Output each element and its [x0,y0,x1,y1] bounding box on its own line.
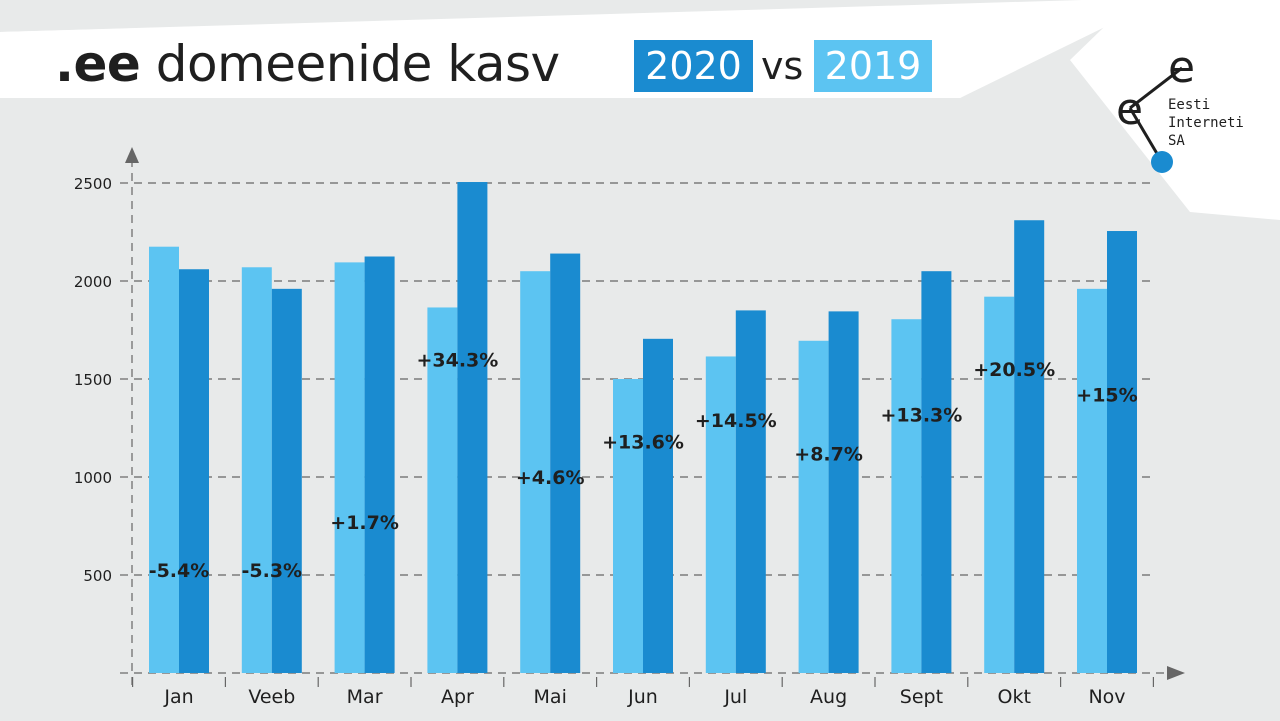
x-tick-label: Mar [347,686,383,708]
growth-label: +14.5% [695,410,777,432]
bar-2019-apr [427,307,458,673]
chart-title: .ee domeenide kasv [55,35,560,93]
x-tick-label: Aug [810,686,847,708]
x-tick-label: Okt [997,686,1030,708]
growth-label: +1.7% [330,512,399,534]
growth-label: +8.7% [794,443,863,465]
logo-letter-upper: e [1168,42,1195,93]
bar-2019-jun [613,379,643,673]
growth-label: +20.5% [973,359,1055,381]
bar-2020-mar [364,256,395,673]
bar-2019-mai [520,271,551,673]
y-tick-label: 1000 [74,469,112,487]
y-tick-label: 2000 [74,273,112,291]
growth-label: +13.6% [602,432,684,454]
x-tick-label: Mai [534,686,567,708]
bar-2020-veeb [271,288,302,673]
bar-2020-aug [828,311,859,673]
growth-label: -5.3% [242,560,303,582]
growth-label: +13.3% [880,404,962,426]
bar-2020-sept [921,271,952,673]
bar-2019-jul [705,356,736,673]
logo-text-line1: Eesti [1168,97,1211,113]
logo-dot-icon [1151,151,1173,173]
bar-2020-okt [1014,220,1045,674]
logo-text-line2: Interneti [1168,115,1244,131]
y-axis-arrow-icon [125,147,139,163]
x-tick-label: Nov [1088,686,1125,708]
x-axis-arrow-icon [1167,666,1185,680]
bar-2019-nov [1077,288,1107,673]
y-tick-label: 500 [83,567,112,585]
y-tick-label: 1500 [74,371,112,389]
logo-letter-lower: e [1116,84,1143,135]
legend-2019-badge: 2019 [814,40,932,92]
bar-2019-aug [798,340,829,673]
vs-label: vs [761,44,804,88]
x-tick-label: Jul [723,686,747,708]
logo-text-line3: SA [1168,133,1185,149]
bar-2019-sept [891,319,922,673]
bar-2019-mar [334,262,365,673]
bar-2020-jan [179,269,209,673]
x-tick-label: Jan [163,686,193,708]
growth-label: +15% [1076,385,1137,407]
x-tick-label: Sept [900,686,943,708]
legend-2020-badge: 2020 [634,40,753,92]
growth-label: +34.3% [416,349,498,371]
x-tick-label: Apr [441,686,474,708]
bar-2019-jan [149,246,179,673]
bar-2019-okt [984,296,1015,673]
growth-label: +4.6% [516,467,585,489]
growth-label: -5.4% [149,560,210,582]
x-tick-label: Jun [627,686,658,708]
bar-2019-veeb [241,267,272,673]
x-tick-label: Veeb [248,686,295,708]
bar-2020-nov [1107,231,1137,673]
bar-2020-apr [457,182,488,673]
y-tick-label: 2500 [74,175,112,193]
bar-2020-jun [643,338,673,673]
bar-2020-jul [735,310,766,673]
bar-2020-mai [550,253,581,673]
eesti-interneti-logo: e e [1070,0,1280,220]
